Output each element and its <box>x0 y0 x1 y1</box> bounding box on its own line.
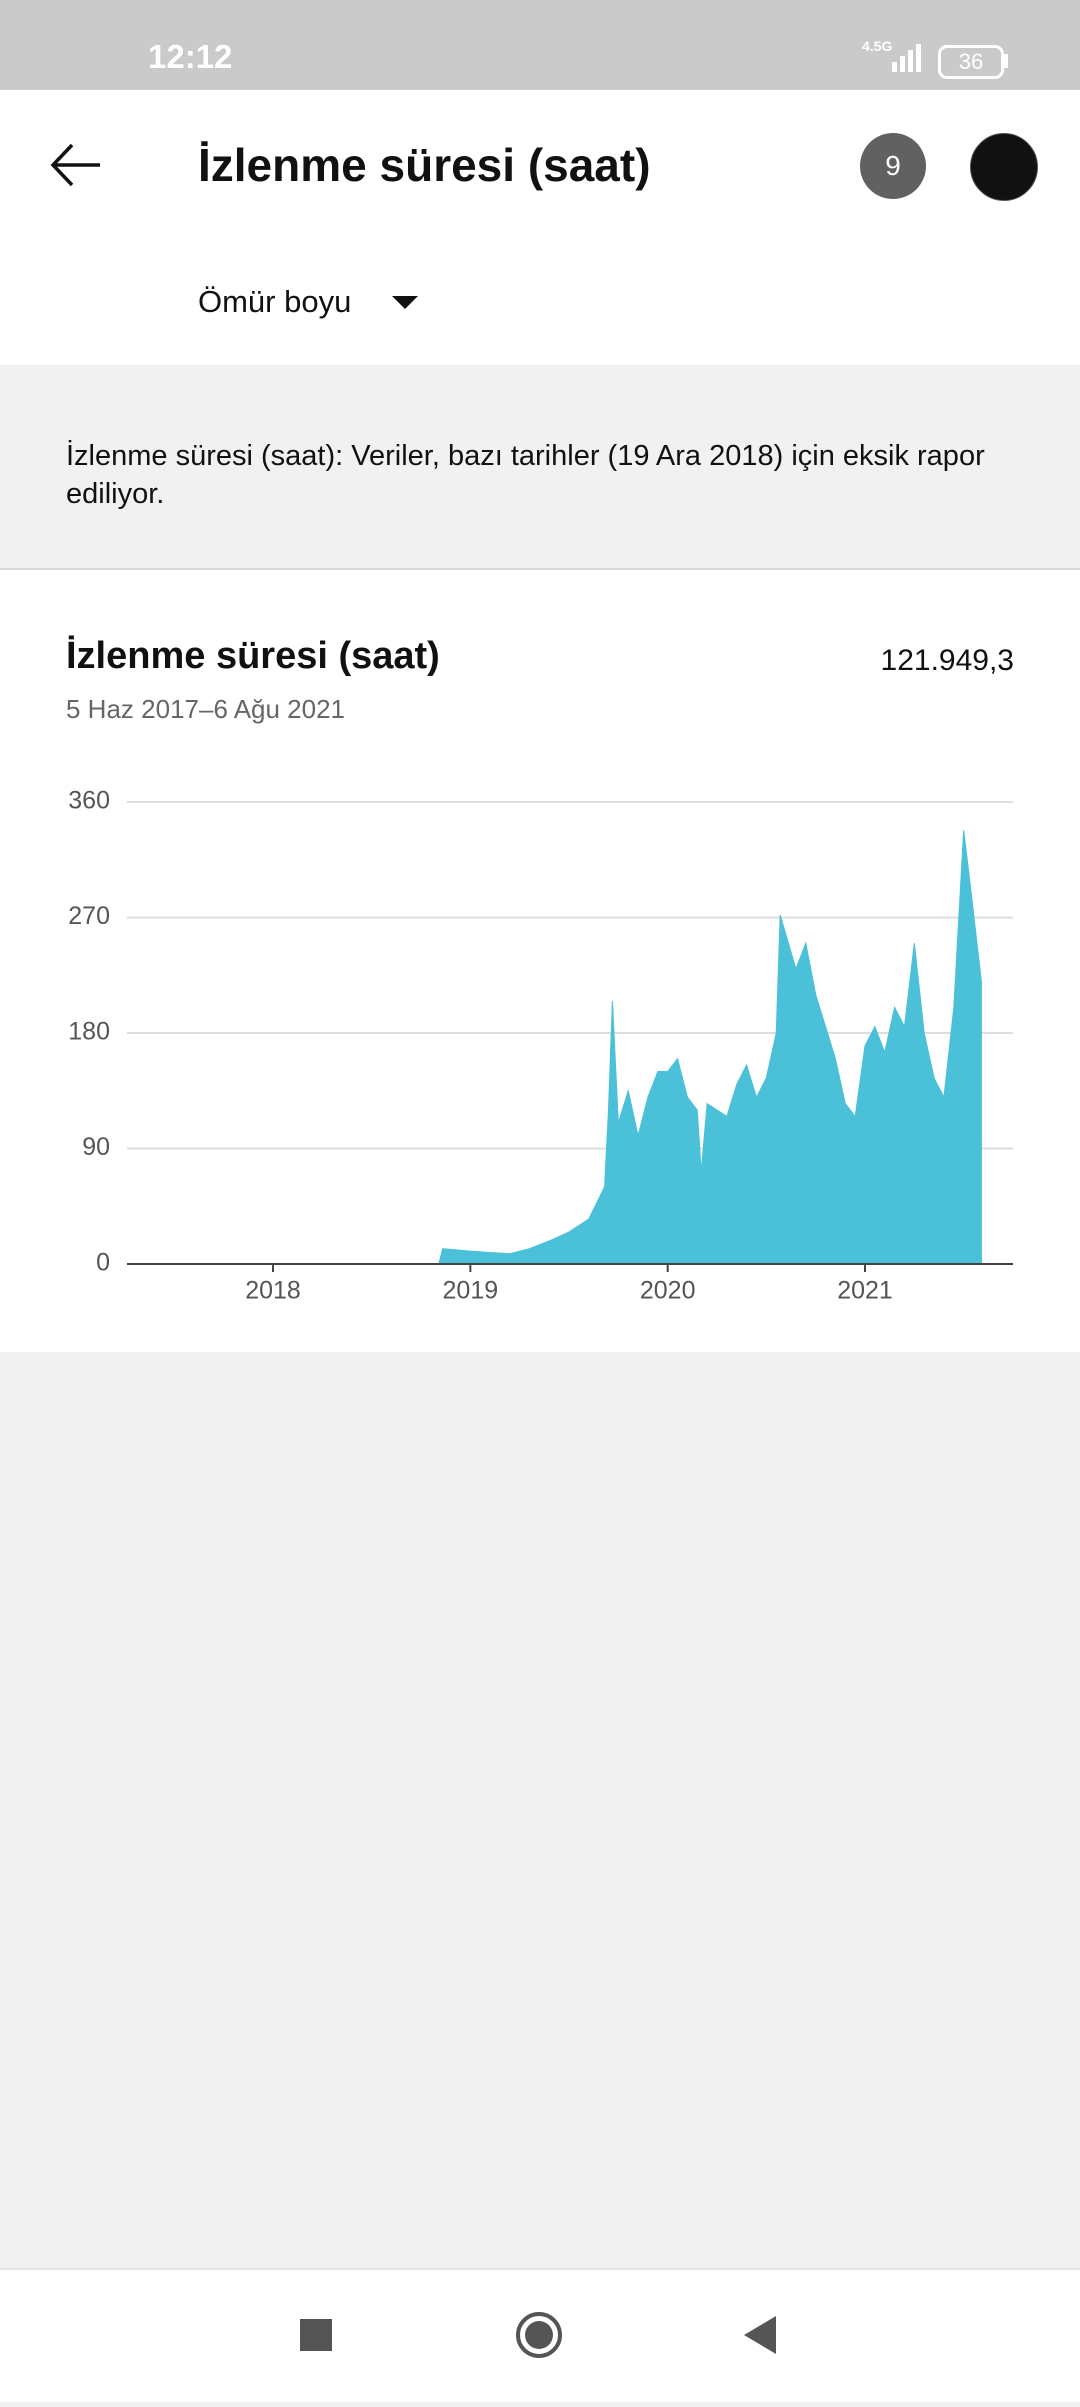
chart-title: İzlenme süresi (saat) <box>66 635 440 677</box>
battery: 36 <box>938 45 1004 79</box>
x-tick-label: 2019 <box>443 1277 499 1305</box>
avatar[interactable] <box>970 133 1038 201</box>
chart: İzlenme süresi (saat) 121.949,3 5 Haz 20… <box>66 635 1014 1305</box>
x-tick-label: 2020 <box>640 1277 696 1305</box>
back-nav-button[interactable] <box>744 2316 776 2354</box>
home-button[interactable] <box>525 2321 553 2349</box>
nav-bar <box>0 2268 1080 2402</box>
y-tick-label: 270 <box>68 902 110 930</box>
notification-badge[interactable]: 9 <box>860 133 926 199</box>
signal-icon <box>892 44 921 72</box>
clock: 12:12 <box>148 38 233 75</box>
date-range: 5 Haz 2017–6 Ağu 2021 <box>66 694 345 724</box>
y-tick-label: 360 <box>68 787 110 815</box>
chart-card: İzlenme süresi (saat) 121.949,3 5 Haz 20… <box>0 568 1080 1352</box>
area <box>160 830 982 1265</box>
back-button[interactable] <box>48 140 104 190</box>
page-title: İzlenme süresi (saat) <box>198 139 651 191</box>
total-value: 121.949,3 <box>881 644 1014 677</box>
notice: İzlenme süresi (saat): Veriler, bazı tar… <box>66 440 985 510</box>
period-selector[interactable]: Ömür boyu <box>198 284 352 319</box>
y-tick-label: 0 <box>96 1249 110 1277</box>
network: 4.5G <box>862 38 893 54</box>
x-tick-label: 2021 <box>837 1277 893 1305</box>
status-bar: 12:12 4.5G 36 <box>0 0 1080 90</box>
home-button-ring[interactable] <box>516 2312 562 2358</box>
x-tick-label: 2018 <box>245 1277 301 1305</box>
dropdown-arrow[interactable] <box>390 292 420 312</box>
battery-tip <box>1003 54 1008 68</box>
app-bar: İzlenme süresi (saat) 9 Ömür boyu <box>0 90 1080 365</box>
recents-button[interactable] <box>300 2319 332 2351</box>
nav-buttons <box>300 2312 776 2358</box>
y-tick-label: 180 <box>68 1018 110 1046</box>
y-tick-label: 90 <box>82 1133 110 1161</box>
